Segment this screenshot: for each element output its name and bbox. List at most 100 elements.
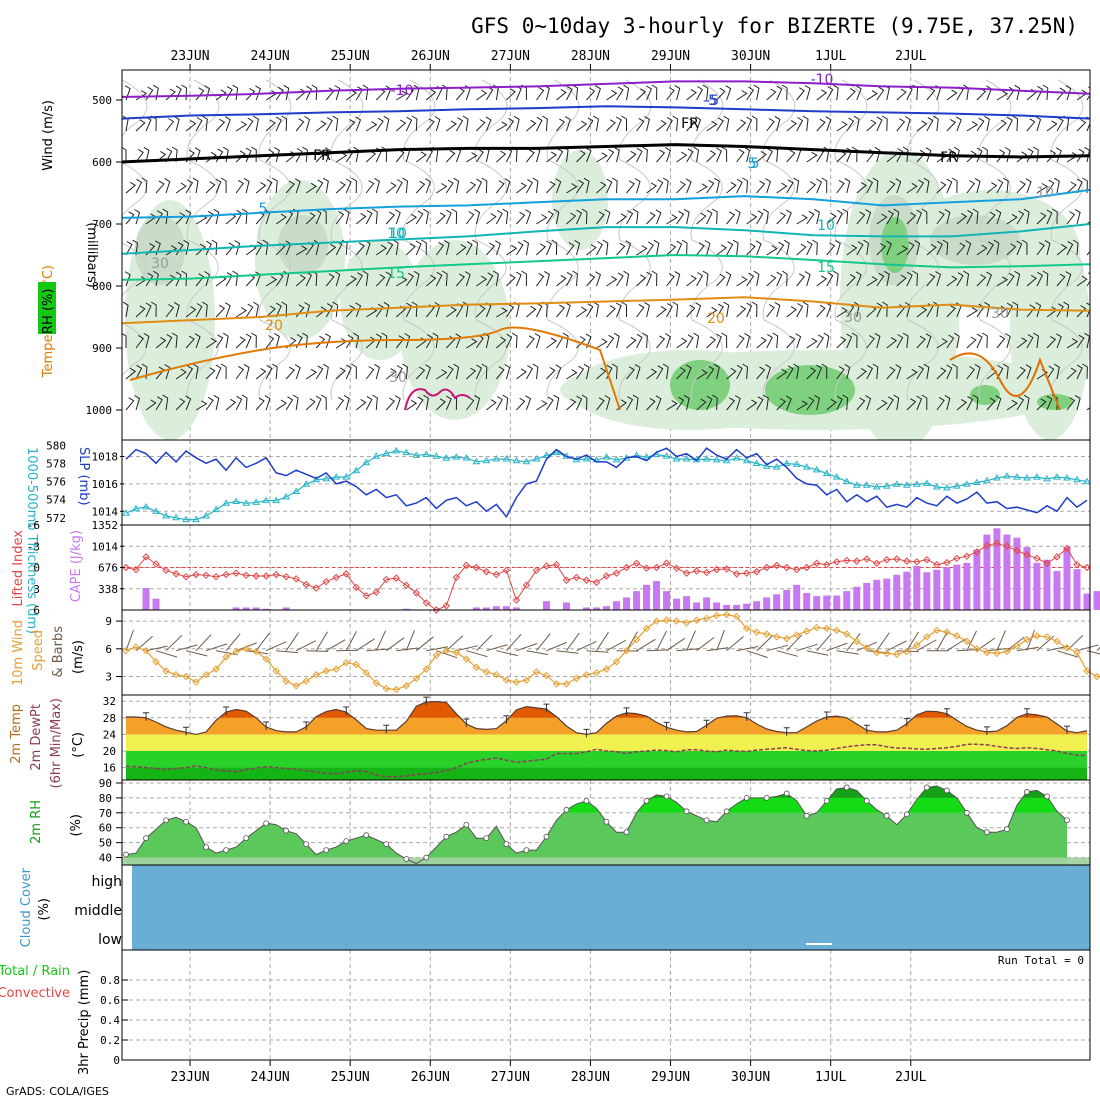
rh-contour bbox=[690, 79, 724, 401]
wind-speed-line-point bbox=[362, 669, 370, 677]
wind-barb bbox=[596, 181, 607, 194]
wind-barb bbox=[274, 332, 280, 349]
wind-barb bbox=[732, 239, 739, 256]
wind-barb bbox=[1016, 180, 1026, 194]
wind-barb bbox=[806, 210, 815, 225]
thickness-line-point bbox=[402, 448, 411, 456]
lifted-index-line-point bbox=[542, 562, 551, 570]
wind-barb bbox=[1021, 239, 1028, 256]
wind-barb bbox=[525, 179, 534, 194]
wind-barb bbox=[135, 334, 144, 349]
wind-barb bbox=[265, 149, 275, 163]
wind-barb bbox=[1026, 334, 1034, 349]
wind-barb bbox=[896, 245, 909, 256]
wind-barb bbox=[446, 306, 457, 318]
wind-speed-line-point bbox=[282, 677, 290, 685]
wind-barb bbox=[716, 333, 722, 349]
wind-barb bbox=[986, 397, 996, 411]
wind-barb bbox=[656, 365, 664, 380]
wind-barb bbox=[325, 117, 333, 132]
wind-barb bbox=[725, 85, 732, 101]
wind-barb bbox=[786, 306, 797, 318]
wind-barb bbox=[702, 84, 709, 101]
wind-barb bbox=[866, 364, 874, 380]
cape-bar bbox=[823, 595, 831, 610]
date-label-top: 2JUL bbox=[895, 49, 926, 64]
wind-barb bbox=[626, 396, 634, 411]
wind-barb bbox=[195, 303, 203, 318]
lifted-index-line-point bbox=[1003, 542, 1011, 550]
lifted-index-line-point bbox=[272, 570, 280, 579]
wind-barb bbox=[546, 210, 554, 225]
wind-barb bbox=[926, 273, 936, 287]
wind-barb bbox=[164, 364, 171, 380]
wind-barb bbox=[241, 208, 248, 225]
wind-barb bbox=[1076, 334, 1085, 349]
wind-barb bbox=[1036, 212, 1047, 225]
wind-barb bbox=[766, 333, 773, 349]
rh-shading bbox=[881, 217, 909, 273]
wind-barb bbox=[944, 208, 951, 225]
wind-barb bbox=[455, 117, 464, 132]
lifted-index-line-point bbox=[422, 599, 431, 607]
wind-barb bbox=[572, 270, 579, 287]
thickness-line-point bbox=[882, 482, 891, 489]
wind-barb bbox=[265, 276, 278, 287]
wind-barb bbox=[1004, 147, 1011, 163]
wind-barb bbox=[205, 240, 212, 256]
wind-barb bbox=[881, 115, 888, 132]
wind-barb bbox=[441, 270, 448, 287]
wind-barb bbox=[585, 147, 592, 163]
precip-tick-label: 0.2 bbox=[100, 1034, 120, 1047]
rh-point bbox=[743, 794, 750, 801]
wind-barb bbox=[1076, 148, 1085, 163]
cape-bar bbox=[492, 606, 500, 610]
thickness-line-point bbox=[242, 499, 251, 506]
wind-barb bbox=[984, 115, 990, 132]
wind-barb bbox=[523, 239, 530, 256]
lifted-index-line-point bbox=[532, 566, 541, 575]
thickness-line-point bbox=[632, 451, 641, 458]
wind-barb bbox=[351, 177, 357, 194]
wind-barb bbox=[566, 183, 578, 194]
thickness-line-point bbox=[482, 456, 491, 464]
wind-barb bbox=[502, 208, 509, 225]
cape-bar bbox=[613, 601, 621, 610]
thickness-line-point bbox=[142, 502, 150, 510]
lifted-index-line-point bbox=[953, 554, 961, 562]
wind-barb bbox=[265, 90, 278, 101]
wind-barb bbox=[646, 211, 656, 225]
lifted-index-line-point bbox=[522, 581, 531, 589]
legend-wind-label: Wind (m/s) bbox=[41, 100, 56, 171]
wind-barb bbox=[451, 208, 458, 225]
rh-contour bbox=[834, 79, 868, 401]
wind-barb bbox=[576, 209, 583, 225]
wind-barb-10m bbox=[846, 632, 861, 652]
wind-barb bbox=[135, 90, 148, 101]
wind-barb bbox=[834, 240, 841, 256]
wind-barb bbox=[656, 305, 667, 318]
wind-barb bbox=[493, 270, 499, 287]
contour-label: 10 bbox=[817, 218, 835, 234]
wind-barb bbox=[202, 115, 208, 132]
wind-speed-line-point bbox=[1023, 635, 1031, 644]
wind-barb bbox=[365, 180, 375, 194]
wind-barb bbox=[806, 396, 815, 411]
wind-barb bbox=[832, 84, 839, 101]
wind-barb bbox=[1002, 177, 1009, 194]
wind-barb-10m bbox=[916, 639, 937, 652]
thickness-line-point bbox=[782, 459, 791, 467]
wind-barb bbox=[185, 335, 195, 349]
wind-barb bbox=[704, 240, 711, 256]
wind-barb-10m bbox=[155, 650, 178, 658]
rh-point bbox=[943, 787, 950, 794]
wind-barb bbox=[305, 212, 316, 225]
wind-barb bbox=[1051, 208, 1058, 225]
wind-barb bbox=[235, 395, 243, 411]
wind-barb bbox=[966, 307, 979, 318]
wind-barb bbox=[746, 86, 755, 101]
wind-barb bbox=[394, 395, 401, 411]
footer-credit: GrADS: COLA/IGES bbox=[6, 1085, 109, 1098]
wind-speed-line-point bbox=[662, 616, 671, 624]
wind-barb bbox=[283, 270, 290, 287]
